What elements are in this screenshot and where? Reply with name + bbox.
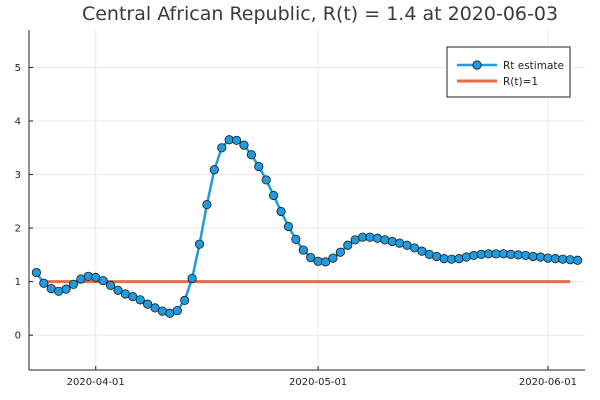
rt-point: [461, 252, 471, 262]
rt-point: [261, 175, 271, 185]
rt-point: [572, 255, 583, 265]
rt-point: [231, 135, 242, 145]
rt-point: [276, 206, 286, 217]
y-tick-label: 2: [15, 224, 21, 235]
chart-title: Central African Republic, R(t) = 1.4 at …: [82, 3, 558, 25]
legend-rt-marker: [472, 60, 482, 70]
rt-point: [113, 285, 123, 295]
rt-point: [209, 165, 219, 175]
rt-point: [269, 190, 279, 201]
rt-point: [239, 140, 249, 150]
x-tick-label: 2020-05-01: [289, 377, 347, 388]
rt-point: [365, 232, 375, 242]
rt-point: [61, 284, 71, 294]
rt-point: [187, 273, 197, 284]
tick-labels: 0 1 2 3 4 5 2020-04-01 2020-05-01 2020-06-01: [15, 63, 577, 388]
y-tick-label: 0: [15, 331, 21, 342]
rt-point: [172, 305, 182, 316]
rt-point: [98, 275, 108, 286]
plot-area: [31, 135, 583, 318]
rt-point: [291, 234, 301, 244]
rt-point: [298, 245, 308, 255]
rt-point: [306, 252, 316, 263]
rt-point: [246, 150, 256, 160]
legend: Rt estimate R(t)=1: [446, 46, 571, 98]
rt-point: [380, 235, 390, 245]
rt-point: [372, 233, 383, 243]
y-tick-label: 1: [15, 277, 21, 288]
rt-point: [180, 295, 190, 305]
rt-point: [143, 299, 153, 309]
rt-point: [31, 267, 42, 278]
rt-point: [454, 254, 464, 264]
y-tick-label: 4: [15, 117, 21, 128]
rt-point: [194, 239, 205, 249]
rt-point: [105, 280, 116, 290]
rt-point: [283, 221, 294, 232]
rt-point: [521, 250, 531, 261]
x-tick-label: 2020-04-01: [67, 377, 125, 388]
y-tick-label: 3: [15, 170, 21, 181]
legend-box: [446, 46, 571, 98]
rt-point: [343, 240, 353, 250]
rt-point: [68, 279, 79, 289]
rt-point: [320, 257, 331, 267]
rt-point: [39, 278, 49, 288]
rt-point: [335, 247, 345, 257]
rt-point: [254, 161, 264, 172]
x-tick-label: 2020-06-01: [519, 377, 577, 388]
legend-ref-label: R(t)=1: [503, 76, 538, 88]
rt-point: [202, 199, 212, 210]
legend-rt-label: Rt estimate: [503, 60, 564, 72]
y-tick-label: 5: [15, 63, 21, 74]
rt-point: [387, 236, 397, 247]
rt-point: [217, 143, 227, 153]
axes: [28, 30, 585, 371]
rt-point: [135, 295, 145, 305]
rt-point: [328, 253, 338, 263]
